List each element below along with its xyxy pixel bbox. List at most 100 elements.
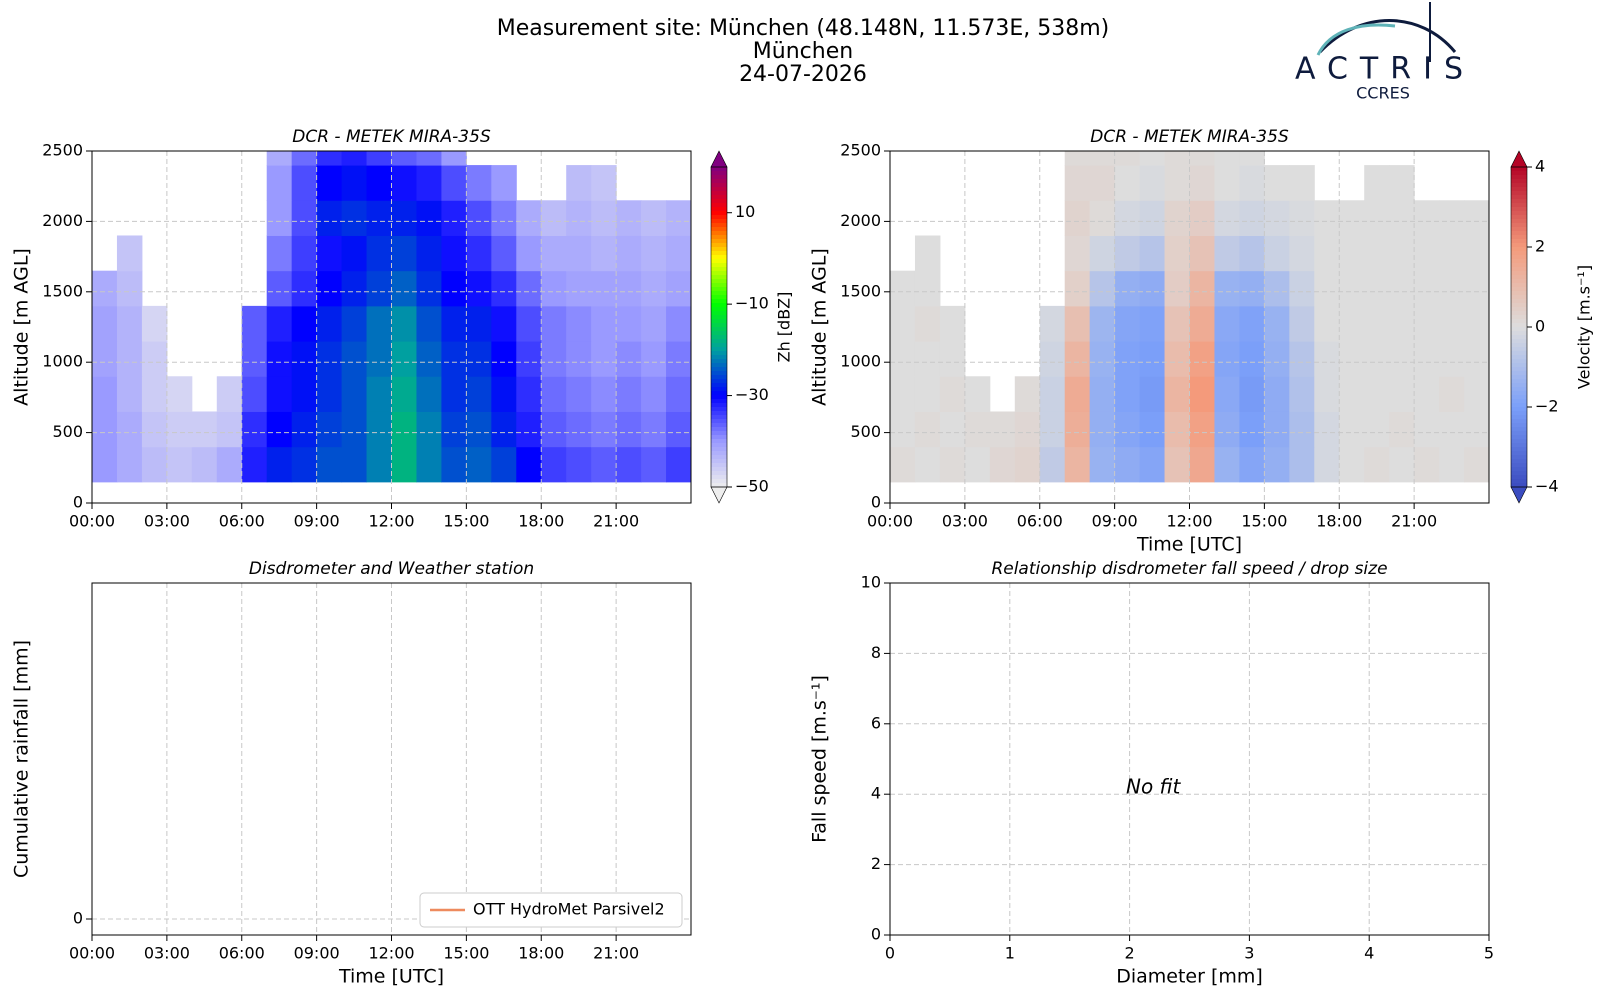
heatmap-cell [266, 200, 293, 236]
colorbar-step [1511, 479, 1527, 484]
heatmap-cell [166, 446, 193, 483]
colorbar-step [711, 223, 727, 228]
heatmap-cell [1064, 341, 1091, 377]
colorbar-step [711, 415, 727, 420]
heatmap-cell [641, 200, 667, 236]
x-tick-label: 00:00 [867, 512, 913, 531]
heatmap-cell [1339, 411, 1365, 448]
heatmap-cell [541, 270, 567, 307]
heatmap-cell [1289, 165, 1315, 201]
panel: 00:00 03:00 06:00 09:00 12:00 15:00 18:00 21:00… [11, 559, 692, 988]
colorbar-step [1511, 447, 1527, 452]
heatmap-cell [466, 376, 492, 412]
heatmap-cell [1364, 341, 1390, 377]
heatmap-cell [1264, 270, 1290, 307]
colorbar-step [1511, 331, 1527, 336]
colorbar-step [711, 275, 727, 280]
x-tick-label: 09:00 [294, 944, 340, 963]
colorbar-step [711, 379, 727, 384]
heatmap-cell [541, 235, 567, 272]
colorbar-step [1511, 203, 1527, 208]
heatmap-cell [1139, 376, 1166, 412]
heatmap-cell [316, 305, 343, 342]
heatmap-cell [1464, 200, 1490, 236]
colorbar-step [711, 479, 727, 484]
colorbar-step [1511, 255, 1527, 260]
heatmap-cell [1214, 446, 1240, 483]
heatmap-cell [291, 165, 318, 201]
heatmap-cell [1164, 446, 1190, 483]
colorbar-step [1511, 423, 1527, 428]
heatmap-cell [441, 151, 467, 166]
heatmap-cell [1139, 235, 1166, 272]
heatmap-cell [1439, 270, 1465, 307]
heatmap-cell [939, 376, 966, 412]
heatmap-cell [666, 411, 692, 448]
heatmap-cell [1064, 151, 1091, 166]
panel-title: Relationship disdrometer fall speed / dr… [991, 559, 1387, 579]
heatmap-cell [964, 376, 991, 412]
heatmap-cell [1239, 165, 1265, 201]
x-tick-label: 2 [1125, 944, 1135, 963]
heatmap-cell [1189, 341, 1215, 377]
x-tick-label: 09:00 [294, 512, 340, 531]
heatmap-cell [391, 165, 417, 201]
heatmap-cell [391, 411, 417, 448]
colorbar-step [711, 427, 727, 432]
heatmap-cell [1439, 411, 1465, 448]
heatmap-cell [1139, 151, 1166, 166]
colorbar-step [711, 203, 727, 208]
heatmap-cell [616, 200, 642, 236]
colorbar-step [1511, 443, 1527, 448]
heatmap-cell [566, 200, 592, 236]
heatmap-cell [266, 165, 293, 201]
heatmap-cell [141, 376, 168, 412]
x-tick-label: 15:00 [1241, 512, 1287, 531]
x-tick-label: 06:00 [219, 512, 265, 531]
heatmap-cell [566, 165, 592, 201]
heatmap-cell [1339, 235, 1365, 272]
colorbar-step [711, 231, 727, 236]
heatmap-cell [1289, 341, 1315, 377]
heatmap-cell [491, 235, 517, 272]
heatmap-cell [291, 305, 318, 342]
heatmap-cell [1214, 305, 1240, 342]
heatmap-cell [1464, 341, 1490, 377]
heatmap-cell [116, 235, 143, 272]
colorbar-step [1511, 355, 1527, 360]
heatmap-cell [92, 305, 118, 342]
colorbar-tick-label: −4 [1535, 477, 1559, 496]
colorbar-step [711, 375, 727, 380]
heatmap-cell [316, 376, 343, 412]
heatmap-cell [466, 446, 492, 483]
heatmap-cell [1239, 411, 1265, 448]
heatmap-cell [1314, 200, 1340, 236]
heatmap-cell [341, 341, 368, 377]
y-tick-label: 0 [871, 925, 881, 944]
heatmap-cell [1089, 446, 1116, 483]
x-tick-label: 18:00 [518, 512, 564, 531]
heatmap-cell [1064, 200, 1091, 236]
heatmap-cell [1189, 411, 1215, 448]
x-tick-label: 03:00 [144, 512, 190, 531]
heatmap-cell [964, 411, 991, 448]
colorbar-step [711, 419, 727, 424]
axes-frame [91, 582, 692, 936]
heatmap-cell [1164, 165, 1190, 201]
logo: ACTRIS CCRES [1295, 2, 1463, 103]
heatmap-cell [466, 411, 492, 448]
heatmap-cell [1114, 411, 1141, 448]
heatmap-cell [1289, 200, 1315, 236]
heatmap-cell [1214, 376, 1240, 412]
colorbar-step [1511, 259, 1527, 264]
heatmap-cell [1364, 235, 1390, 272]
colorbar-step [711, 431, 727, 436]
heatmap-cell [1239, 341, 1265, 377]
colorbar-step [711, 255, 727, 260]
colorbar-step [1511, 351, 1527, 356]
x-tick-label: 5 [1484, 944, 1494, 963]
heatmap-cell [616, 411, 642, 448]
colorbar-step [1511, 299, 1527, 304]
heatmap-cell [566, 376, 592, 412]
y-tick-label: 2000 [42, 211, 83, 230]
